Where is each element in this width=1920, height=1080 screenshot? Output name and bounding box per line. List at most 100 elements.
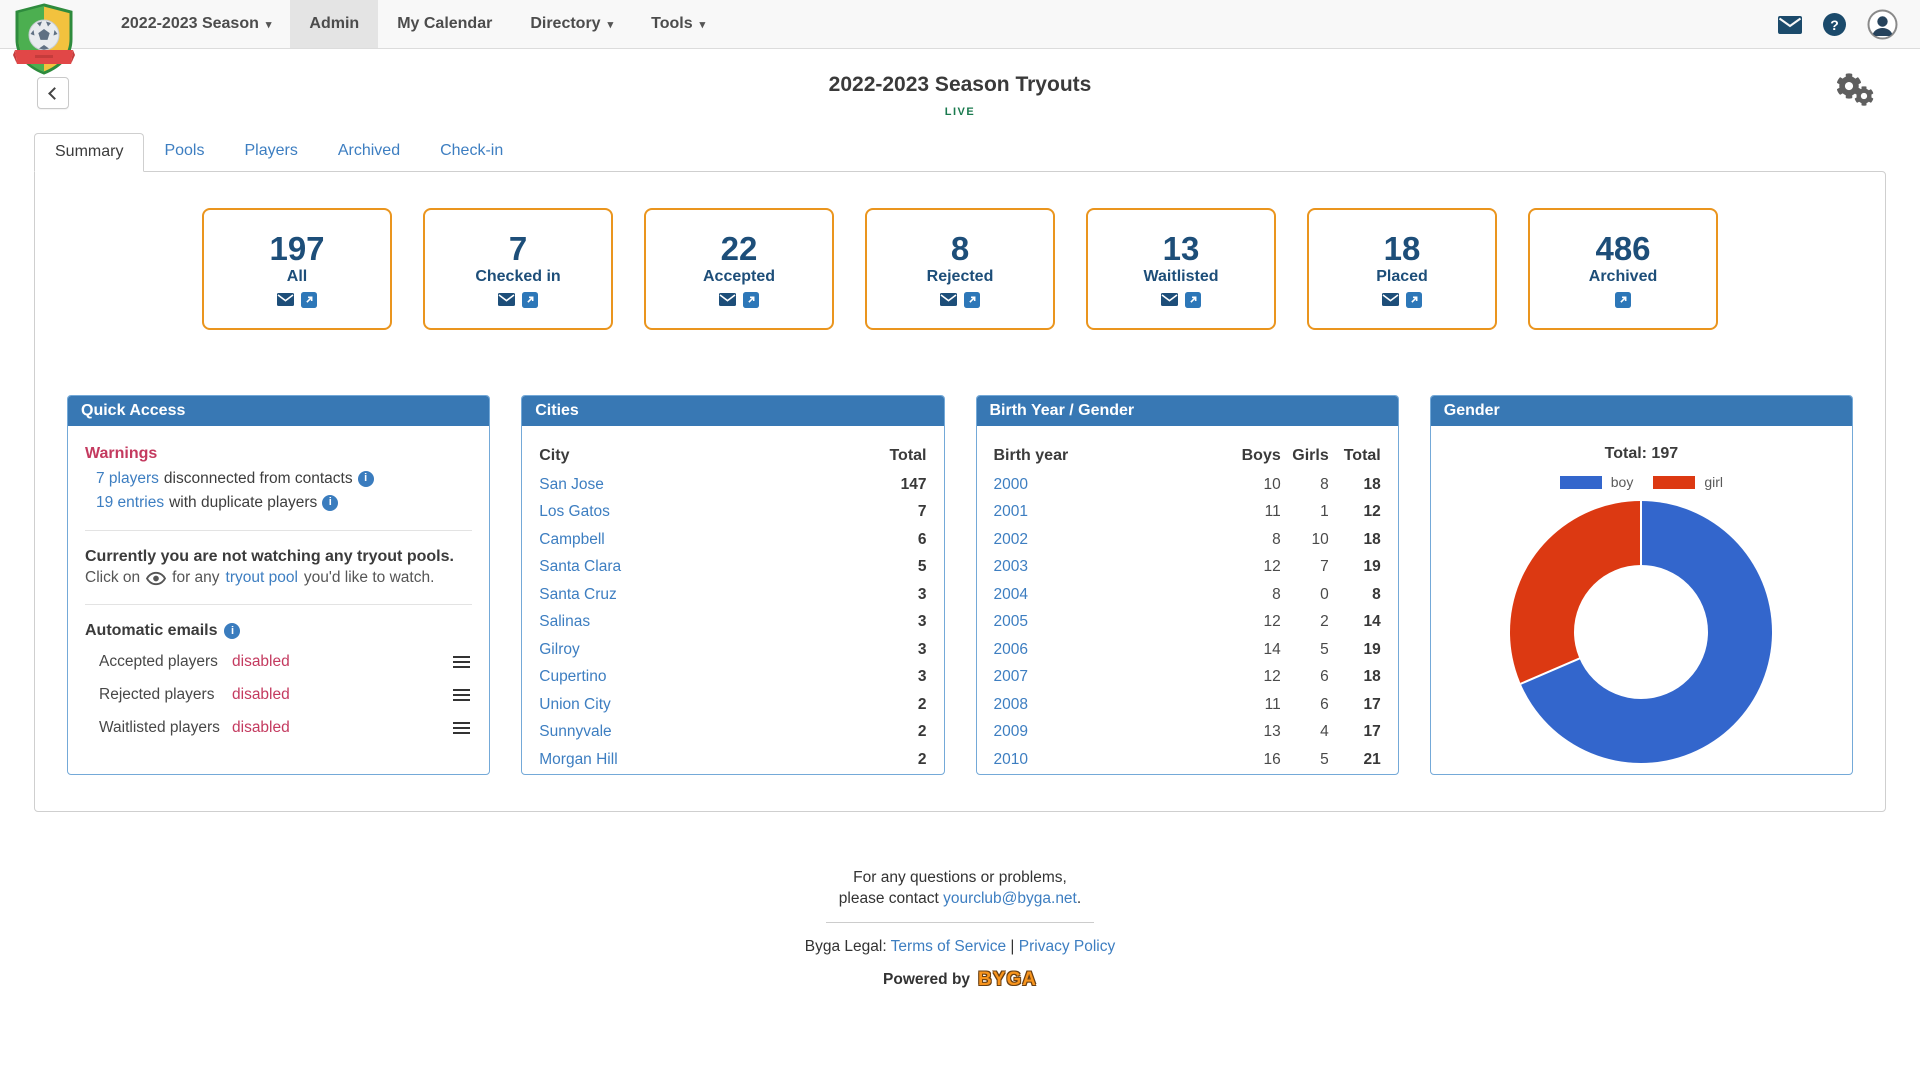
- stat-card-archived[interactable]: 486 Archived: [1528, 208, 1718, 330]
- open-list-icon[interactable]: [1615, 291, 1631, 308]
- stat-card-checked-in[interactable]: 7 Checked in: [423, 208, 613, 330]
- city-link[interactable]: Campbell: [539, 530, 605, 548]
- email-icon[interactable]: [1161, 293, 1178, 306]
- city-row: San Jose 147: [539, 471, 926, 499]
- help-icon[interactable]: ?: [1823, 13, 1846, 36]
- open-list-icon[interactable]: [301, 291, 317, 308]
- email-icon[interactable]: [719, 293, 736, 306]
- terms-of-service-link[interactable]: Terms of Service: [890, 938, 1007, 955]
- nav-item-directory[interactable]: Directory ▾: [511, 0, 632, 48]
- city-row: Union City 2: [539, 691, 926, 719]
- birth-year-link[interactable]: 2002: [993, 530, 1028, 548]
- nav-item-tools[interactable]: Tools ▾: [632, 0, 724, 48]
- city-link[interactable]: Santa Clara: [539, 558, 622, 576]
- stat-card-all[interactable]: 197 All: [202, 208, 392, 330]
- girls-count: 2: [1320, 613, 1329, 631]
- info-icon[interactable]: i: [322, 494, 339, 511]
- cities-panel: Cities City Total San Jose 147 Los Gatos 7 C…: [521, 395, 945, 775]
- automatic-emails-label: Automatic emails: [85, 622, 218, 639]
- year-total: 18: [1363, 530, 1381, 548]
- col-birth-year: Birth year: [993, 447, 1069, 464]
- nav-item-my-calendar[interactable]: My Calendar: [378, 0, 511, 48]
- open-list-icon[interactable]: [1185, 291, 1201, 308]
- tab-players[interactable]: Players: [244, 142, 298, 159]
- birth-year-link[interactable]: 2007: [993, 668, 1028, 686]
- tab-check-in[interactable]: Check-in: [440, 142, 504, 159]
- open-list-icon[interactable]: [522, 291, 538, 308]
- stat-card-placed[interactable]: 18 Placed: [1307, 208, 1497, 330]
- city-link[interactable]: Union City: [539, 695, 611, 713]
- menu-icon[interactable]: [451, 653, 472, 671]
- birth-year-row: 2006 14 5 19: [994, 636, 1381, 664]
- menu-icon[interactable]: [451, 686, 472, 704]
- birth-year-link[interactable]: 2001: [993, 503, 1028, 521]
- settings-gears-icon[interactable]: [1836, 73, 1882, 113]
- auto-email-row: Accepted players disabled: [85, 653, 472, 671]
- divider: [85, 604, 473, 605]
- summary-tab-content: 197 All 7 Checked in 22 Accepted 8 Rejected 13 Wa…: [34, 171, 1886, 812]
- chart-legend: boy girl: [1448, 474, 1835, 490]
- city-link[interactable]: Los Gatos: [539, 503, 610, 521]
- warning-link[interactable]: 19 entries: [96, 494, 165, 511]
- birth-year-link[interactable]: 2003: [993, 558, 1028, 576]
- email-icon[interactable]: [498, 293, 515, 306]
- city-link[interactable]: Cupertino: [539, 668, 607, 686]
- open-list-icon[interactable]: [964, 291, 980, 308]
- birth-year-row: 2001 11 1 12: [994, 499, 1381, 527]
- birth-year-row: 2010 16 5 21: [994, 746, 1381, 774]
- privacy-policy-link[interactable]: Privacy Policy: [1018, 938, 1116, 955]
- club-logo[interactable]: [13, 3, 75, 80]
- info-icon[interactable]: i: [357, 470, 374, 487]
- tab-archived[interactable]: Archived: [337, 142, 401, 159]
- legal-separator: |: [1010, 938, 1015, 955]
- city-link[interactable]: Santa Cruz: [539, 585, 617, 603]
- city-link[interactable]: Salinas: [539, 613, 591, 631]
- contact-email-link[interactable]: yourclub@byga.net: [943, 890, 1077, 907]
- birth-year-link[interactable]: 2008: [993, 695, 1028, 713]
- stat-label: All: [286, 267, 308, 285]
- stat-actions: [1382, 291, 1422, 308]
- city-link[interactable]: San Jose: [539, 475, 604, 493]
- tab-summary[interactable]: Summary: [34, 133, 145, 172]
- stat-card-waitlisted[interactable]: 13 Waitlisted: [1086, 208, 1276, 330]
- chevron-left-icon: [48, 86, 61, 100]
- year-total: 19: [1363, 558, 1381, 576]
- stat-card-accepted[interactable]: 22 Accepted: [644, 208, 834, 330]
- city-link[interactable]: Gilroy: [539, 640, 580, 658]
- warning-text: with duplicate players: [169, 494, 318, 511]
- birth-year-link[interactable]: 2000: [993, 475, 1028, 493]
- back-button[interactable]: [37, 77, 69, 109]
- account-avatar[interactable]: [1867, 9, 1898, 40]
- warning-link[interactable]: 7 players: [96, 470, 159, 487]
- nav-right-icons: ?: [1778, 0, 1898, 49]
- stat-card-rejected[interactable]: 8 Rejected: [865, 208, 1055, 330]
- info-icon[interactable]: i: [224, 623, 241, 639]
- birth-year-link[interactable]: 2004: [993, 585, 1028, 603]
- nav-item-admin[interactable]: Admin: [290, 0, 379, 48]
- email-icon[interactable]: [940, 293, 957, 306]
- live-status-badge: LIVE: [944, 106, 976, 118]
- open-list-icon[interactable]: [743, 291, 759, 308]
- girls-count: 6: [1320, 695, 1329, 713]
- open-list-icon[interactable]: [1406, 291, 1422, 308]
- birth-year-link[interactable]: 2009: [993, 723, 1028, 741]
- city-link[interactable]: Sunnyvale: [539, 723, 612, 741]
- menu-icon[interactable]: [451, 719, 472, 737]
- city-row: Gilroy 3: [539, 636, 926, 664]
- city-link[interactable]: Morgan Hill: [539, 750, 618, 768]
- watch-hint-post: you'd like to watch.: [303, 569, 435, 586]
- birth-year-link[interactable]: 2010: [993, 750, 1028, 768]
- birth-year-link[interactable]: 2005: [993, 613, 1028, 631]
- birth-year-link[interactable]: 2006: [993, 640, 1028, 658]
- byga-logo[interactable]: BYGA: [978, 969, 1037, 990]
- tab-pools[interactable]: Pools: [164, 142, 205, 159]
- messages-icon[interactable]: [1778, 15, 1802, 34]
- email-icon[interactable]: [277, 293, 294, 306]
- tryout-pool-link[interactable]: tryout pool: [225, 569, 298, 586]
- nav-item-2022-2023-season[interactable]: 2022-2023 Season ▾: [102, 0, 290, 48]
- city-row: Santa Cruz 3: [539, 581, 926, 609]
- auto-email-label: Rejected players: [99, 686, 215, 703]
- legend-label: boy: [1610, 474, 1634, 490]
- email-icon[interactable]: [1382, 293, 1399, 306]
- stat-label: Placed: [1376, 267, 1428, 285]
